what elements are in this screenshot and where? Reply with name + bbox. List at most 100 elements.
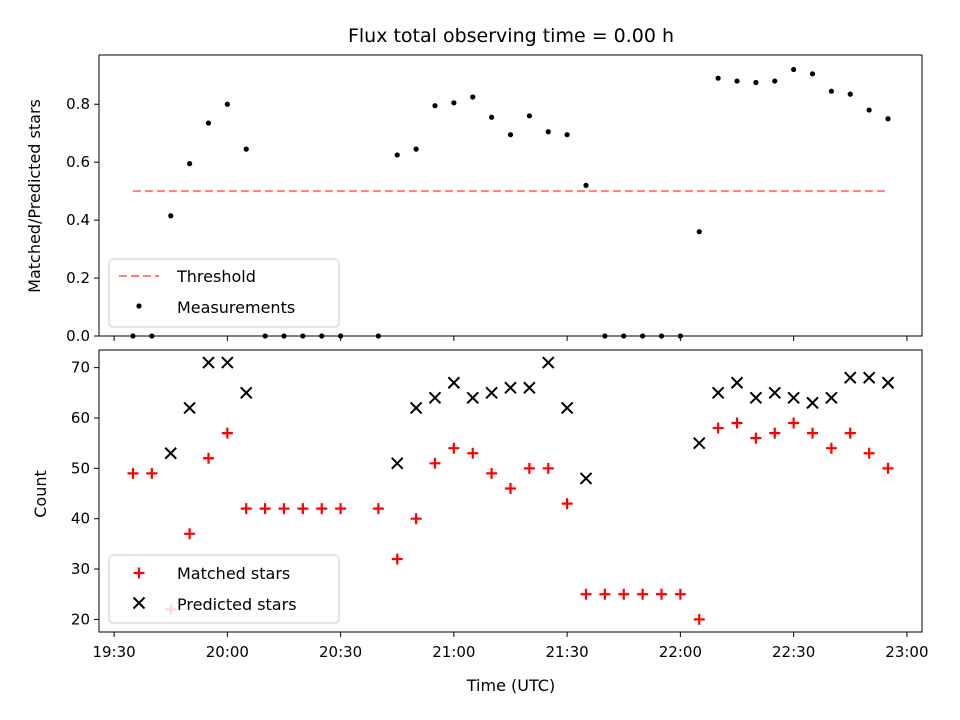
measurement-point	[809, 71, 816, 77]
predicted-point	[579, 472, 593, 485]
bottom-y-tick-label: 70	[71, 359, 90, 377]
measurement-point	[470, 94, 476, 100]
predicted-point	[504, 381, 517, 394]
measurement-point	[526, 113, 532, 119]
plot-frame	[98, 54, 923, 337]
measurement-point	[130, 333, 136, 339]
measurement-point	[696, 229, 702, 235]
matched-point	[580, 588, 592, 600]
predicted-point	[787, 391, 800, 405]
legend-matched-swatch	[133, 567, 145, 579]
bottom-x-tick-label: 20:00	[206, 643, 249, 661]
measurement-point	[149, 333, 155, 339]
predicted-point	[768, 386, 781, 400]
measurement-point	[734, 78, 740, 84]
measurement-point	[828, 88, 834, 94]
matched-point	[731, 417, 743, 429]
matched-point	[278, 503, 290, 515]
matched-point	[769, 427, 781, 439]
matched-point	[882, 462, 894, 474]
predicted-point	[693, 436, 706, 450]
matched-point	[788, 417, 800, 429]
matched-point	[505, 482, 516, 494]
top-y-tick-label: 0.8	[66, 95, 90, 113]
bottom-x-tick-label: 22:30	[772, 643, 815, 661]
matched-point	[429, 457, 441, 469]
measurement-point	[866, 107, 872, 113]
bottom-x-tick-label: 23:00	[885, 643, 928, 661]
predicted-point	[523, 381, 536, 394]
top-y-tick-label: 0.2	[66, 269, 90, 287]
predicted-point	[542, 356, 555, 369]
legend-matched-label: Matched stars	[177, 564, 290, 583]
top-y-tick-label: 0.4	[66, 211, 90, 229]
legend-predicted-swatch	[132, 596, 146, 610]
predicted-point	[221, 356, 234, 369]
predicted-point	[711, 386, 725, 400]
measurement-point	[507, 132, 514, 138]
legend-frame	[108, 554, 340, 624]
measurement-point	[564, 132, 570, 138]
predicted-point	[881, 376, 895, 389]
measurement-point	[338, 333, 344, 339]
measurement-point	[658, 333, 665, 339]
predicted-point	[825, 391, 838, 405]
predicted-point	[183, 401, 196, 415]
measurement-point	[319, 333, 325, 339]
legend-frame	[108, 258, 340, 328]
matched-point	[335, 503, 347, 515]
matched-point	[561, 498, 573, 510]
predicted-point	[447, 376, 461, 389]
predicted-point	[730, 376, 744, 389]
measurement-point	[205, 120, 212, 126]
measurement-point	[224, 101, 230, 107]
legend-measurement-label: Measurements	[177, 298, 295, 317]
measurement-point	[791, 66, 797, 73]
matched-point	[410, 513, 422, 525]
matched-point	[448, 442, 460, 454]
bottom-x-tick-label: 22:00	[659, 643, 702, 661]
matched-point	[391, 553, 403, 565]
matched-point	[240, 503, 252, 515]
bottom-panel: 20 30 40 50 60 70 19:30 20:00 20:30 21:00 21:30 22:…	[71, 349, 929, 661]
bottom-y-tick-label: 60	[71, 409, 90, 427]
measurement-point	[375, 333, 381, 339]
matched-point	[221, 427, 233, 439]
bottom-y-tick-label: 30	[71, 560, 90, 578]
bottom-y-tick-label: 20	[71, 610, 90, 628]
matched-point	[202, 452, 214, 464]
measurement-point	[394, 152, 400, 158]
matched-point	[693, 613, 705, 625]
predicted-point	[844, 371, 857, 384]
matched-point	[542, 462, 554, 474]
matched-point	[825, 442, 837, 454]
matched-point	[467, 447, 479, 459]
measurement-point	[640, 333, 646, 339]
measurement-point	[168, 213, 174, 219]
bottom-y-tick-label: 50	[71, 459, 90, 477]
measurement-point	[772, 78, 778, 84]
x-axis-label: Time (UTC)	[466, 676, 555, 695]
measurement-point	[413, 146, 419, 152]
legend-measurement-swatch	[136, 303, 142, 309]
matched-point	[127, 467, 139, 479]
top-y-tick-label: 0.0	[66, 327, 90, 345]
measurement-point	[847, 91, 853, 97]
matched-point	[372, 503, 384, 515]
measurement-point	[545, 129, 551, 135]
predicted-point	[466, 391, 479, 405]
bottom-x-tick-label: 20:30	[319, 643, 362, 661]
matched-point	[184, 528, 196, 540]
measurement-point	[187, 161, 193, 167]
predicted-point	[409, 401, 423, 415]
matched-point	[316, 503, 328, 515]
matched-point	[674, 588, 686, 600]
measurement-point	[602, 333, 608, 339]
bottom-x-tick-label: 21:30	[546, 643, 589, 661]
predicted-point	[240, 386, 253, 400]
matched-point	[486, 467, 498, 479]
bottom-x-tick-label: 21:00	[432, 643, 475, 661]
measurement-point	[262, 333, 268, 339]
